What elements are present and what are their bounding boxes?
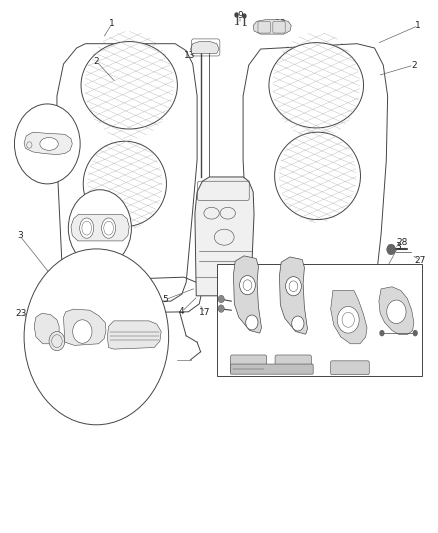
Text: 10: 10 [243,322,254,330]
Text: 5: 5 [162,295,169,304]
Polygon shape [253,20,291,34]
Circle shape [73,320,92,343]
Text: 15: 15 [232,317,243,325]
Polygon shape [279,257,307,334]
Text: 9: 9 [237,12,243,20]
Text: 13: 13 [184,52,195,60]
Ellipse shape [269,43,364,128]
Bar [217,264,422,376]
Circle shape [292,316,304,331]
Ellipse shape [102,218,116,238]
Ellipse shape [83,141,166,227]
FancyBboxPatch shape [230,355,267,373]
Ellipse shape [40,138,58,150]
Ellipse shape [275,132,360,220]
Text: 3: 3 [396,242,402,251]
Ellipse shape [81,42,177,129]
FancyBboxPatch shape [230,364,313,374]
Polygon shape [64,309,106,345]
Text: 1: 1 [109,20,115,28]
Polygon shape [331,290,367,344]
Circle shape [387,244,396,255]
Circle shape [387,300,406,324]
Text: 28: 28 [396,238,408,247]
Text: 26: 26 [151,353,162,361]
FancyBboxPatch shape [275,355,311,373]
Text: 27: 27 [414,256,425,264]
FancyBboxPatch shape [331,361,369,375]
Text: 6: 6 [389,285,395,293]
Text: 19: 19 [287,322,298,330]
Text: 4: 4 [179,308,184,316]
Circle shape [68,190,131,266]
Polygon shape [195,177,254,296]
Circle shape [246,315,258,330]
Text: 1: 1 [415,21,421,30]
Polygon shape [71,214,129,241]
Text: 11: 11 [343,338,354,346]
Circle shape [242,13,247,19]
Text: 7: 7 [49,166,56,175]
Polygon shape [379,287,414,335]
Text: 22: 22 [80,237,91,245]
Text: 2: 2 [411,61,417,69]
Text: 2: 2 [94,57,99,66]
Text: 3: 3 [17,231,23,240]
Text: 8: 8 [27,125,33,133]
Polygon shape [191,42,219,53]
Circle shape [286,277,301,296]
Ellipse shape [80,218,94,238]
Circle shape [337,306,359,333]
Circle shape [379,330,385,336]
Circle shape [14,104,80,184]
Circle shape [218,305,224,312]
Text: 24: 24 [45,349,56,357]
Text: 23: 23 [15,309,27,318]
Circle shape [413,330,418,336]
Text: 25: 25 [103,350,114,359]
Text: 14: 14 [392,353,403,361]
Polygon shape [34,313,59,344]
Circle shape [240,276,255,295]
Polygon shape [24,132,72,155]
Polygon shape [107,321,161,349]
Circle shape [24,249,169,425]
Circle shape [234,12,239,18]
Circle shape [49,332,65,351]
Ellipse shape [103,283,155,303]
Text: 16: 16 [283,366,295,375]
Polygon shape [233,256,261,333]
Text: 18: 18 [275,20,286,28]
Text: 17: 17 [199,309,211,317]
Circle shape [218,295,224,303]
